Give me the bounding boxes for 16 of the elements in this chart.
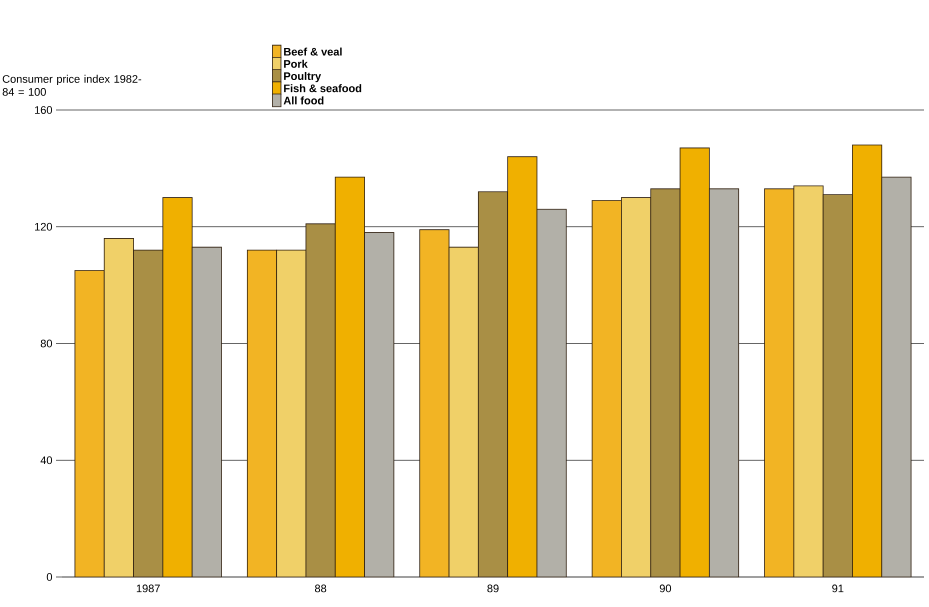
y-tick-label: 120 — [35, 222, 52, 231]
x-tick-label: 90 — [660, 584, 672, 592]
x-tick-label: 91 — [832, 584, 844, 592]
x-tick-label: 88 — [314, 584, 326, 592]
legend-label: Fish & seafood — [284, 84, 362, 92]
legend-label: Poultry — [284, 72, 322, 82]
y-axis-title: Consumer price index 1982-84 = 100 — [2, 74, 142, 96]
legend-label: All food — [284, 96, 324, 104]
y-tick-label: 160 — [35, 106, 52, 114]
x-tick-label: 1987 — [136, 584, 160, 592]
x-tick-label: 89 — [487, 584, 499, 592]
legend-label: Beef & veal — [284, 48, 342, 56]
y-tick-label: 80 — [40, 340, 52, 348]
y-tick-label: 40 — [40, 456, 52, 464]
y-tick-label: 0 — [46, 573, 52, 581]
legend-label: Pork — [284, 60, 308, 68]
